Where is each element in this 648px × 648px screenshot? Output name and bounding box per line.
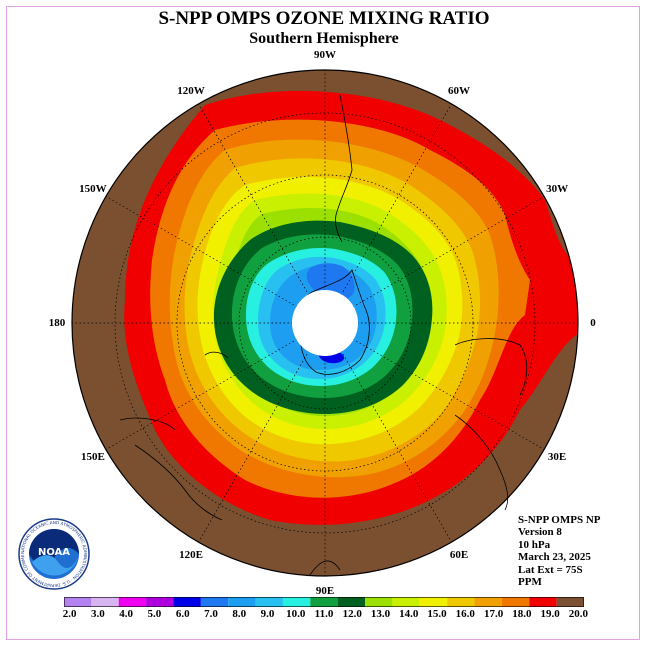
- colorbar-swatch: [529, 597, 557, 607]
- colorbar-tick-label: 7.0: [204, 608, 218, 620]
- longitude-label: 60E: [449, 549, 469, 562]
- longitude-label: 150W: [79, 183, 107, 195]
- colorbar-tick-label: 5.0: [147, 608, 162, 620]
- info-lat-extent: Lat Ext = 75S: [518, 563, 583, 576]
- colorbar-swatch: [392, 597, 420, 607]
- colorbar-tick-label: 9.0: [260, 608, 275, 620]
- longitude-label: 120W: [177, 84, 205, 97]
- longitude-label: 60W: [448, 84, 470, 97]
- colorbar-labels: 2.0 3.0 4.0 5.0 6.0 7.0 8.0 9.0 10.0 11.0 12.0 13.0…: [0, 608, 648, 622]
- polar-data-gap: [292, 290, 358, 356]
- colorbar-tick-label: 17.0: [483, 608, 504, 620]
- colorbar-swatch: [556, 597, 584, 607]
- figure-frame: [6, 6, 640, 640]
- map-title: S-NPP OMPS OZONE MIXING RATIO: [158, 8, 490, 29]
- colorbar-tick-label: 8.0: [232, 608, 247, 620]
- colorbar-swatch: [228, 597, 256, 607]
- colorbar-tick-label: 15.0: [427, 608, 447, 620]
- colorbar-swatch: [64, 597, 92, 607]
- colorbar-swatch: [91, 597, 119, 607]
- longitude-label: 0: [590, 317, 596, 329]
- colorbar-tick-label: 11.0: [314, 608, 334, 620]
- colorbar-tick-label: 19.0: [540, 608, 560, 620]
- info-instrument: S-NPP OMPS NP: [518, 514, 601, 526]
- info-version: Version 8: [518, 526, 562, 539]
- map-boundary: [71, 69, 579, 577]
- colorbar-swatch: [310, 597, 338, 607]
- colorbar-swatch: [146, 597, 174, 607]
- colorbar-tick-label: 6.0: [175, 608, 190, 620]
- info-date: March 23, 2025: [518, 551, 591, 564]
- colorbar-tick-label: 12.0: [342, 608, 362, 620]
- colorbar-tick-label: 4.0: [119, 608, 134, 620]
- info-block: S-NPP OMPS NP Version 8 10 hPa March 23,…: [518, 514, 601, 588]
- coastlines: [119, 94, 528, 576]
- colorbar-swatch: [365, 597, 393, 607]
- longitude-label: 30E: [547, 451, 567, 463]
- logo-text: NOAA: [38, 547, 70, 558]
- longitude-label: 30W: [546, 183, 569, 195]
- colorbar-tick-label: 3.0: [91, 608, 105, 620]
- noaa-logo: NOAA NATIONAL OCEANIC AND ATMOSPHERIC AD…: [18, 518, 90, 590]
- colorbar-tick-label: 2.0: [62, 608, 77, 620]
- longitude-label: 150E: [80, 451, 105, 463]
- colorbar-swatch: [118, 597, 147, 607]
- colorbar-swatch: [337, 597, 366, 607]
- longitude-label: 180: [48, 317, 66, 329]
- colorbar-swatch: [200, 597, 229, 607]
- longitude-label: 90W: [314, 49, 336, 61]
- colorbar-tick-label: 13.0: [370, 608, 391, 620]
- colorbar: [64, 597, 584, 607]
- longitude-label: 90E: [315, 585, 335, 597]
- info-units: PPM: [518, 576, 542, 589]
- colorbar-tick-label: 20.0: [568, 608, 588, 620]
- colorbar-swatch: [255, 597, 283, 607]
- colorbar-swatch: [474, 597, 502, 607]
- colorbar-tick-label: 18.0: [512, 608, 532, 620]
- colorbar-tick-label: 10.0: [286, 608, 306, 620]
- colorbar-tick-label: 14.0: [399, 608, 419, 620]
- colorbar-swatch: [419, 597, 448, 607]
- colorbar-swatch: [173, 597, 201, 607]
- info-pressure-level: 10 hPa: [518, 538, 551, 551]
- longitude-label: 120E: [179, 549, 203, 562]
- colorbar-swatch: [447, 597, 475, 607]
- colorbar-swatch: [282, 597, 311, 607]
- map-subtitle: Southern Hemisphere: [249, 30, 399, 47]
- colorbar-swatch: [501, 597, 530, 607]
- colorbar-tick-label: 16.0: [455, 608, 475, 620]
